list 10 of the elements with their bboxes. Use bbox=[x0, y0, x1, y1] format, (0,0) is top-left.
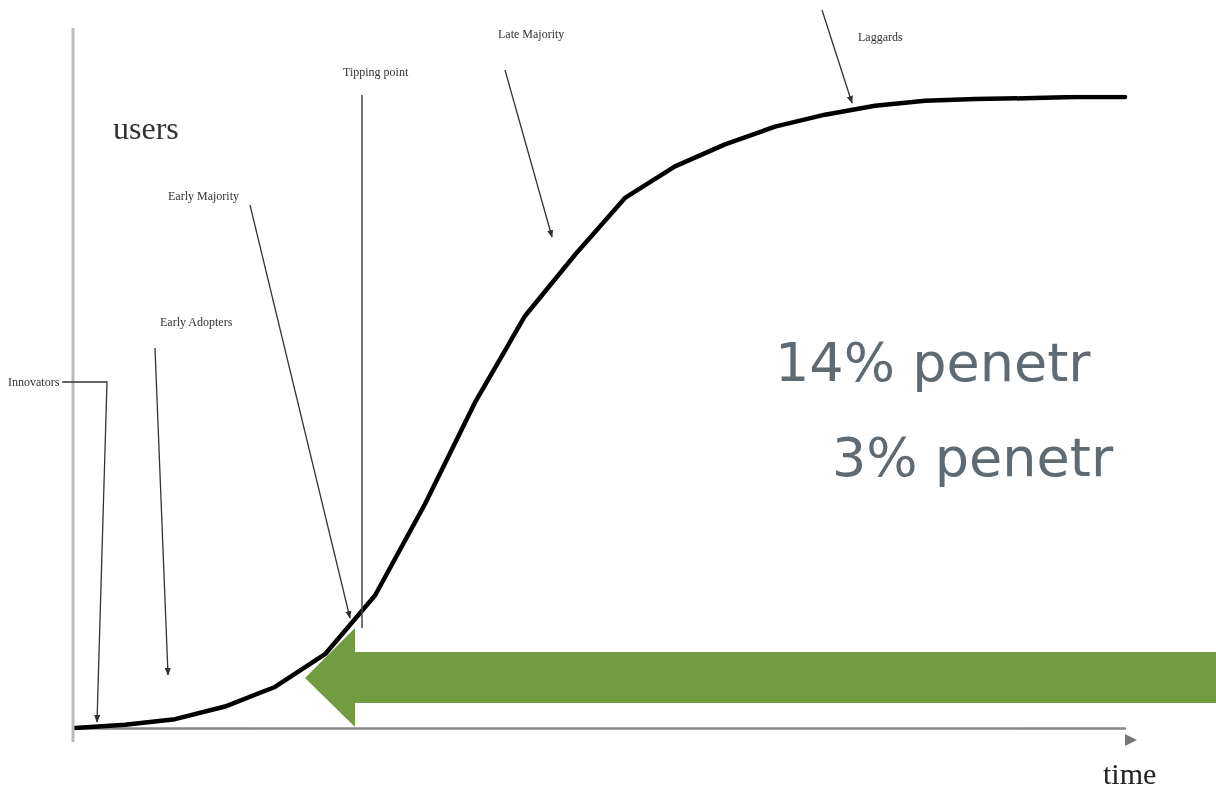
y-axis-title: users bbox=[113, 110, 179, 146]
text: Laggards bbox=[858, 30, 903, 44]
annotation: Early Adopters bbox=[160, 315, 233, 329]
x-axis-title: time bbox=[1103, 756, 1157, 788]
text: Innovators bbox=[8, 375, 60, 389]
annotation: 3% penetr bbox=[832, 425, 1114, 489]
annotation: 14% penetr bbox=[775, 330, 1092, 394]
annotation: Early Majority bbox=[168, 189, 239, 203]
text: Tipping point bbox=[343, 65, 409, 79]
text: Late Majority bbox=[498, 27, 565, 41]
